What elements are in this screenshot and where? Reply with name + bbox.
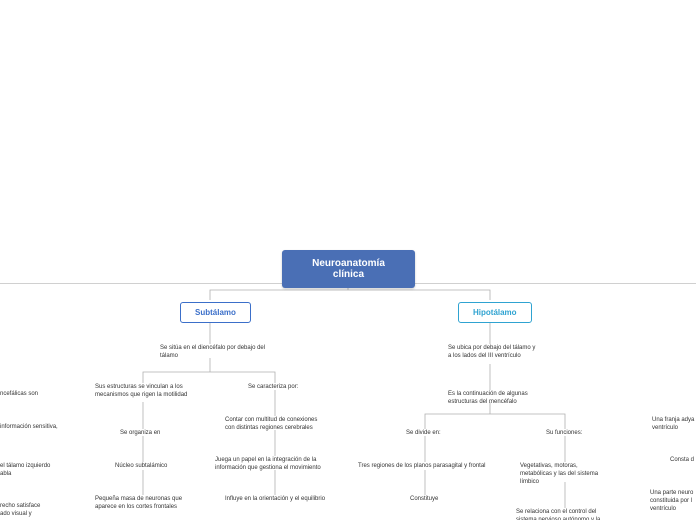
branch-hipotalamo[interactable]: Hipotálamo bbox=[458, 302, 532, 323]
subtalamo-right-2: Contar con multitud de conexiones con di… bbox=[225, 417, 325, 433]
branch-subtalamo-label: Subtálamo bbox=[195, 308, 236, 317]
branch-subtalamo[interactable]: Subtálamo bbox=[180, 302, 251, 323]
hipotalamo-right-1: Su funciones: bbox=[546, 430, 596, 438]
branch-hipotalamo-label: Hipotálamo bbox=[473, 308, 517, 317]
hipotalamo-right-2: Vegetativas, motoras, metabólicas y las … bbox=[520, 463, 605, 486]
hipotalamo-left-2: Tres regiones de los planos parasagital … bbox=[358, 463, 493, 471]
subtalamo-left-2: Se organiza en bbox=[120, 430, 180, 438]
subtalamo-desc: Se sitúa en el diencéfalo por debajo del… bbox=[160, 345, 268, 361]
clip-left-1: ncefálicas son bbox=[0, 391, 55, 399]
subtalamo-right-3: Juega un papel en la integración de la i… bbox=[215, 457, 330, 473]
hipotalamo-far-2: Consta d bbox=[670, 457, 696, 465]
hipotalamo-far-3: Una parte neuro constituida por l ventrí… bbox=[650, 490, 696, 513]
subtalamo-left-1: Sus estructuras se vinculan a los mecani… bbox=[95, 384, 195, 400]
subtalamo-right-4: Influye en la orientación y el equilibri… bbox=[225, 496, 335, 504]
clip-left-2: información sensitiva, bbox=[0, 424, 65, 432]
root-label: Neuroanatomía clínica bbox=[312, 258, 385, 280]
subtalamo-left-4: Pequeña masa de neuronas que aparece en … bbox=[95, 496, 193, 512]
subtalamo-left-3: Núcleo subtalámico bbox=[115, 463, 185, 471]
clip-left-4: recho satisface ado visual y bbox=[0, 503, 50, 519]
hipotalamo-desc: Se ubica por debajo del tálamo y a los l… bbox=[448, 345, 538, 361]
root-node: Neuroanatomía clínica bbox=[282, 250, 415, 288]
hipotalamo-cont: Es la continuación de algunas estructura… bbox=[448, 391, 538, 407]
hipotalamo-right-3: Se relaciona con el control del sistema … bbox=[516, 509, 616, 520]
hipotalamo-left-1: Se divide en: bbox=[406, 430, 456, 438]
hipotalamo-left-3: Constituye bbox=[410, 496, 450, 504]
hipotalamo-far-1: Una franja adya III ventrículo bbox=[652, 417, 696, 433]
subtalamo-right-1: Se caracteriza por: bbox=[248, 384, 318, 392]
clip-left-3: el tálamo izquierdo abla bbox=[0, 463, 55, 479]
